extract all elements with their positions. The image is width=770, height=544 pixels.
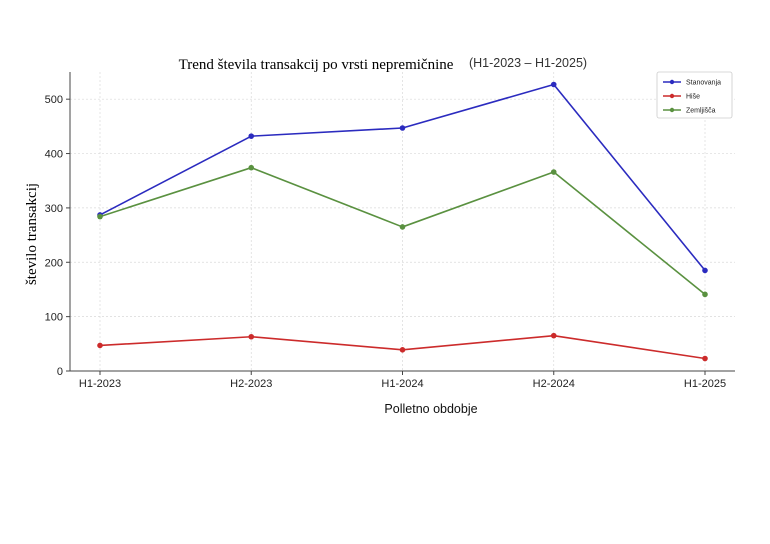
x-ticks: H1-2023 H2-2023 H1-2024 H2-2024 H1-2025 (79, 371, 726, 390)
data-point (702, 355, 708, 362)
legend-label: Hiše (686, 94, 700, 101)
data-point (702, 291, 708, 298)
grid (70, 72, 735, 371)
series-hiše (97, 332, 708, 362)
legend-item: Hiše (663, 94, 700, 101)
y-tick-label: 400 (45, 149, 63, 161)
data-point (248, 133, 255, 139)
legend-label: Zemljišča (686, 108, 716, 115)
legend-marker (669, 79, 675, 85)
y-tick-label: 300 (45, 203, 63, 215)
legend-marker (669, 107, 675, 113)
data-point (550, 169, 557, 175)
data-point (97, 213, 103, 220)
data-point (399, 125, 406, 131)
data-point (97, 342, 103, 349)
chart-subtitle: (H1-2023 – H1-2025) (469, 56, 587, 70)
x-tick-label: H1-2024 (381, 378, 423, 390)
y-tick-label: 100 (45, 312, 63, 324)
x-tick-label: H2-2023 (230, 378, 272, 390)
legend-label: Stanovanja (686, 80, 721, 87)
y-tick-label: 0 (57, 366, 63, 378)
data-point (248, 164, 255, 171)
data-point (550, 332, 557, 339)
y-tick-label: 200 (45, 257, 63, 269)
y-ticks: 0 100 200 300 400 500 (45, 94, 70, 378)
legend-frame (656, 71, 733, 119)
y-axis-label: število transakcij (24, 183, 40, 285)
chart-title: Trend števila transakcij po vrsti neprem… (179, 57, 454, 73)
x-axis-label: Polletno obdobje (384, 402, 477, 416)
x-tick-label: H1-2023 (79, 378, 121, 390)
data-point (248, 333, 255, 340)
legend-item: Zemljišča (663, 108, 716, 115)
legend-marker (669, 93, 675, 99)
data-point (399, 346, 406, 353)
data-point (550, 81, 557, 88)
x-tick-label: H1-2025 (684, 378, 726, 390)
data-point (702, 267, 708, 274)
series-zemljišča (97, 164, 708, 298)
series-line (99, 166, 706, 295)
y-tick-label: 500 (45, 94, 63, 106)
legend-item: Stanovanja (663, 80, 721, 87)
legend: Stanovanja Hiše Zemljišča (656, 71, 733, 119)
data-point (399, 224, 406, 230)
x-tick-label: H2-2024 (533, 378, 575, 390)
series (97, 81, 708, 362)
